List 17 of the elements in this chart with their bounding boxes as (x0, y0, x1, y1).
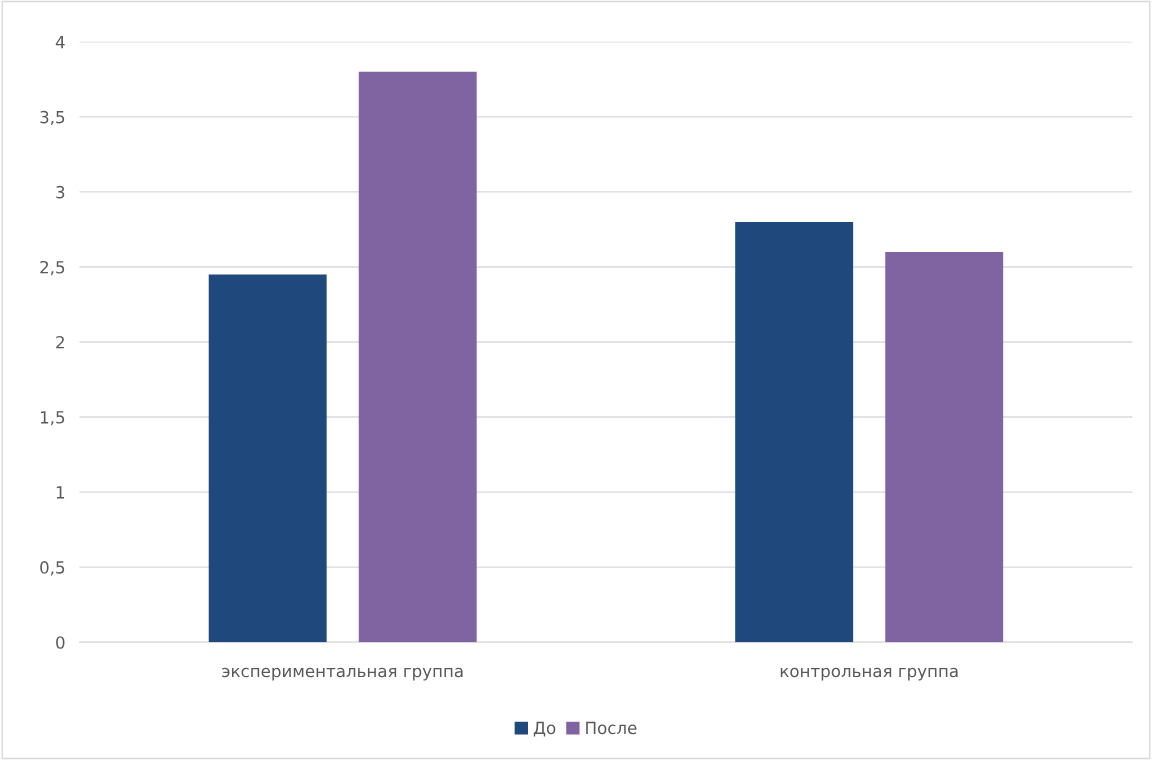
bar (735, 221, 854, 643)
y-tick-label: 1 (56, 486, 65, 499)
bar (358, 71, 477, 643)
legend-label: После (586, 721, 637, 735)
bar (885, 251, 1004, 643)
legend-label: До (533, 721, 556, 737)
y-tick-label: 3,5 (40, 110, 65, 126)
y-tick-label: 1,5 (40, 411, 65, 426)
y-tick-label: 2,5 (40, 260, 65, 276)
y-tick-label: 0 (56, 636, 65, 649)
x-tick-label: экспериментальная группа (222, 667, 463, 681)
y-tick-label: 4 (55, 35, 65, 49)
y-tick-label: 3 (56, 185, 65, 199)
y-tick-label: 2 (56, 335, 64, 349)
x-tick-label: контрольная группа (780, 667, 958, 681)
bar (208, 274, 327, 643)
y-tick-label: 0,5 (40, 561, 65, 576)
